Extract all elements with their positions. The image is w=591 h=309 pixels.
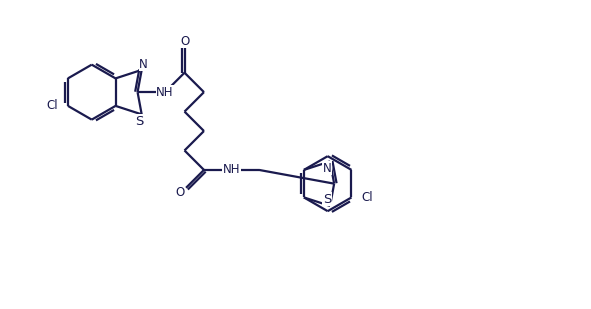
Text: S: S [135,115,144,128]
Text: NH: NH [223,163,240,176]
Text: O: O [176,186,185,199]
Text: Cl: Cl [361,191,373,204]
Text: NH: NH [156,86,174,99]
Text: N: N [139,57,148,70]
Text: O: O [180,35,189,48]
Text: S: S [323,193,332,205]
Text: Cl: Cl [47,99,58,112]
Text: N: N [323,162,332,175]
